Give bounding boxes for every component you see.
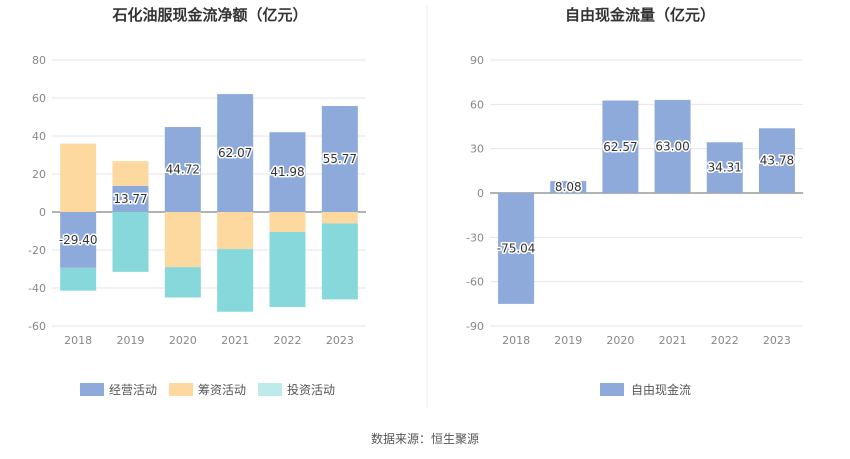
bar — [758, 128, 795, 193]
free-cashflow-chart: 自由现金流量（亿元） -90 -60 -30 0 30 60 90 2018 2019 2020 20… — [466, 6, 803, 397]
data-label: 62.07 — [218, 146, 252, 160]
legend-swatch — [169, 383, 193, 396]
data-label: 13.77 — [113, 192, 147, 206]
y-tick-label: 90 — [470, 54, 484, 67]
bar — [164, 212, 201, 268]
x-tick-label: 2023 — [763, 334, 791, 347]
y-tick-label: 20 — [32, 168, 46, 181]
data-label: 55.77 — [323, 152, 357, 166]
x-tick-label: 2022 — [711, 334, 739, 347]
y-tick-label: -20 — [28, 244, 46, 257]
data-source-note: 数据来源：恒生聚源 — [371, 431, 479, 446]
bar — [217, 249, 254, 312]
chart-title: 石化油服现金流净额（亿元） — [111, 6, 307, 24]
x-tick-label: 2023 — [326, 334, 354, 347]
y-tick-label: -90 — [466, 320, 484, 333]
x-tick-label: 2018 — [502, 334, 530, 347]
x-tick-label: 2020 — [169, 334, 197, 347]
bar — [321, 106, 358, 212]
bar — [112, 212, 149, 272]
data-label: 34.31 — [708, 161, 742, 175]
data-label: 8.08 — [555, 180, 582, 194]
legend-label: 投资活动 — [287, 382, 335, 397]
bar — [60, 212, 97, 268]
data-label: -75.04 — [497, 241, 536, 255]
legend-label: 筹资活动 — [198, 383, 246, 397]
legend-swatch — [80, 383, 104, 396]
y-tick-label: 30 — [470, 143, 484, 156]
data-label: -29.40 — [59, 233, 98, 247]
y-tick-label: 60 — [470, 98, 484, 111]
legend-swatch — [600, 383, 624, 396]
y-tick-label: -40 — [28, 282, 46, 295]
y-tick-label: 0 — [39, 206, 46, 219]
bar — [164, 127, 201, 212]
bar — [269, 132, 306, 212]
x-tick-label: 2018 — [64, 334, 92, 347]
bar — [164, 267, 201, 298]
x-tick-label: 2019 — [117, 334, 145, 347]
y-tick-label: -30 — [466, 231, 484, 244]
bar — [602, 100, 639, 193]
bar — [550, 181, 587, 193]
y-tick-label: 40 — [32, 130, 46, 143]
y-tick-label: 80 — [32, 54, 46, 67]
chart-title: 自由现金流量（亿元） — [565, 6, 715, 24]
bar — [269, 231, 306, 307]
bar — [112, 161, 149, 186]
x-tick-label: 2020 — [606, 334, 634, 347]
data-label: 44.72 — [166, 163, 200, 177]
cashflow-net-chart: 石化油服现金流净额（亿元） -60 -40 -20 0 20 40 60 80 2018 2019 2… — [28, 6, 366, 397]
bar — [654, 99, 691, 193]
bar — [706, 142, 743, 193]
bar — [112, 185, 149, 212]
bar — [321, 212, 358, 224]
bar — [217, 212, 254, 250]
bar — [60, 143, 97, 212]
data-label: 41.98 — [270, 165, 304, 179]
bar — [498, 193, 535, 304]
x-tick-label: 2019 — [554, 334, 582, 347]
x-tick-label: 2021 — [659, 334, 687, 347]
data-label: 43.78 — [760, 154, 794, 168]
legend-swatch — [258, 383, 282, 396]
bar — [217, 94, 254, 212]
x-tick-label: 2022 — [274, 334, 302, 347]
legend-label: 经营活动 — [109, 383, 157, 397]
bar — [321, 223, 358, 300]
bar — [60, 267, 97, 291]
y-tick-label: 0 — [477, 187, 484, 200]
y-tick-label: -60 — [28, 320, 46, 333]
y-tick-label: 60 — [32, 92, 46, 105]
legend-label: 自由现金流 — [631, 382, 691, 397]
y-tick-label: -60 — [466, 276, 484, 289]
x-tick-label: 2021 — [221, 334, 249, 347]
data-label: 62.57 — [603, 140, 637, 154]
bar — [269, 212, 306, 232]
data-label: 63.00 — [655, 139, 689, 153]
